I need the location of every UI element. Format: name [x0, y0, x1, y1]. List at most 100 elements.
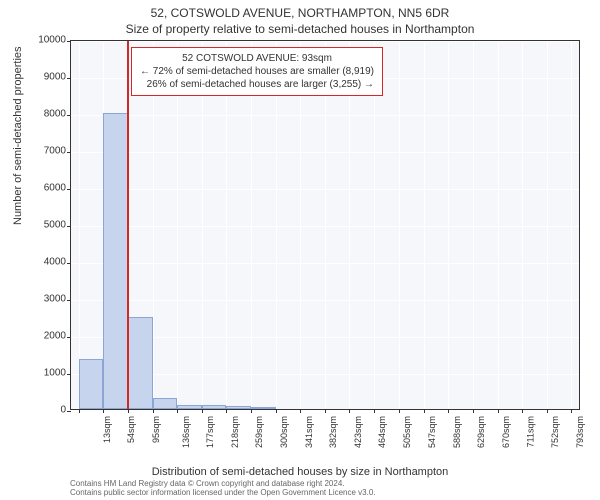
x-tick-label: 711sqm	[525, 416, 535, 447]
histogram-bar	[103, 113, 128, 409]
x-tick-label: 259sqm	[254, 416, 264, 448]
x-tick	[177, 409, 178, 413]
x-tick-label: 752sqm	[550, 416, 560, 448]
grid-line-vertical	[300, 41, 301, 409]
footer-attribution: Contains HM Land Registry data © Crown c…	[70, 479, 376, 498]
grid-line-vertical	[498, 41, 499, 409]
x-tick-label: 382sqm	[328, 416, 338, 448]
y-tick	[67, 115, 71, 116]
grid-line-vertical	[374, 41, 375, 409]
grid-line-vertical	[349, 41, 350, 409]
grid-line-vertical	[424, 41, 425, 409]
x-tick	[349, 409, 350, 413]
y-tick	[67, 226, 71, 227]
y-tick-label: 8000	[44, 109, 66, 120]
x-tick	[300, 409, 301, 413]
x-tick	[79, 409, 80, 413]
x-tick	[399, 409, 400, 413]
y-tick-label: 7000	[44, 146, 66, 157]
grid-line-vertical	[448, 41, 449, 409]
histogram-bar	[153, 398, 178, 409]
x-tick	[374, 409, 375, 413]
y-tick	[67, 411, 71, 412]
y-tick-label: 10000	[38, 35, 66, 46]
x-tick-label: 218sqm	[230, 416, 240, 448]
histogram-bar	[79, 359, 104, 409]
y-tick	[67, 78, 71, 79]
x-tick-label: 300sqm	[279, 416, 289, 448]
y-tick	[67, 300, 71, 301]
histogram-bar	[251, 407, 276, 409]
grid-line-vertical	[79, 41, 80, 409]
y-tick-label: 1000	[44, 368, 66, 379]
grid-line-vertical	[226, 41, 227, 409]
x-tick-label: 588sqm	[452, 416, 462, 448]
y-tick	[67, 374, 71, 375]
annotation-line3: 26% of semi-detached houses are larger (…	[140, 78, 374, 91]
x-tick-label: 136sqm	[181, 416, 191, 448]
x-tick	[547, 409, 548, 413]
y-tick	[67, 152, 71, 153]
x-tick-label: 670sqm	[501, 416, 511, 448]
histogram-bar	[202, 405, 227, 409]
x-tick-label: 423sqm	[353, 416, 363, 448]
grid-line-vertical	[251, 41, 252, 409]
annotation-box: 52 COTSWOLD AVENUE: 93sqm ← 72% of semi-…	[131, 47, 383, 96]
y-tick	[67, 337, 71, 338]
histogram-bar	[128, 317, 153, 410]
grid-line-vertical	[325, 41, 326, 409]
x-tick-label: 177sqm	[205, 416, 215, 448]
y-tick-label: 0	[60, 405, 66, 416]
x-tick-label: 54sqm	[126, 416, 136, 443]
grid-line-vertical	[202, 41, 203, 409]
grid-line-vertical	[153, 41, 154, 409]
x-tick-label: 13sqm	[102, 416, 112, 443]
x-tick	[498, 409, 499, 413]
grid-line-vertical	[547, 41, 548, 409]
x-tick	[103, 409, 104, 413]
histogram-bar	[226, 406, 251, 409]
x-tick-label: 793sqm	[575, 416, 585, 448]
y-tick	[67, 189, 71, 190]
y-tick	[67, 41, 71, 42]
grid-line-vertical	[399, 41, 400, 409]
x-tick	[325, 409, 326, 413]
y-tick-label: 3000	[44, 294, 66, 305]
x-tick-label: 95sqm	[151, 416, 161, 443]
x-tick-label: 464sqm	[377, 416, 387, 448]
x-tick	[276, 409, 277, 413]
y-tick-label: 9000	[44, 72, 66, 83]
x-tick	[424, 409, 425, 413]
grid-line-vertical	[522, 41, 523, 409]
x-tick	[571, 409, 572, 413]
x-tick	[128, 409, 129, 413]
x-tick	[202, 409, 203, 413]
annotation-line1: 52 COTSWOLD AVENUE: 93sqm	[140, 52, 374, 65]
x-tick-label: 629sqm	[476, 416, 486, 448]
reference-line	[127, 41, 129, 409]
y-tick-label: 2000	[44, 331, 66, 342]
x-tick-label: 341sqm	[304, 416, 314, 448]
grid-line-vertical	[571, 41, 572, 409]
annotation-line2: ← 72% of semi-detached houses are smalle…	[140, 65, 374, 78]
plot-area: 52 COTSWOLD AVENUE: 93sqm ← 72% of semi-…	[70, 40, 580, 410]
x-tick	[226, 409, 227, 413]
grid-line-vertical	[473, 41, 474, 409]
chart-title-address: 52, COTSWOLD AVENUE, NORTHAMPTON, NN5 6D…	[0, 0, 600, 20]
x-tick	[251, 409, 252, 413]
footer-line1: Contains HM Land Registry data © Crown c…	[70, 479, 376, 489]
x-tick-label: 547sqm	[427, 416, 437, 448]
x-tick	[448, 409, 449, 413]
y-axis-label: Number of semi-detached properties	[12, 46, 24, 225]
x-tick-label: 505sqm	[402, 416, 412, 448]
footer-line2: Contains public sector information licen…	[70, 488, 376, 498]
y-tick	[67, 263, 71, 264]
x-tick	[153, 409, 154, 413]
grid-line-vertical	[276, 41, 277, 409]
x-tick	[473, 409, 474, 413]
x-tick	[522, 409, 523, 413]
x-axis-label: Distribution of semi-detached houses by …	[0, 466, 600, 478]
y-tick-label: 4000	[44, 257, 66, 268]
y-tick-label: 5000	[44, 220, 66, 231]
histogram-bar	[177, 405, 202, 409]
